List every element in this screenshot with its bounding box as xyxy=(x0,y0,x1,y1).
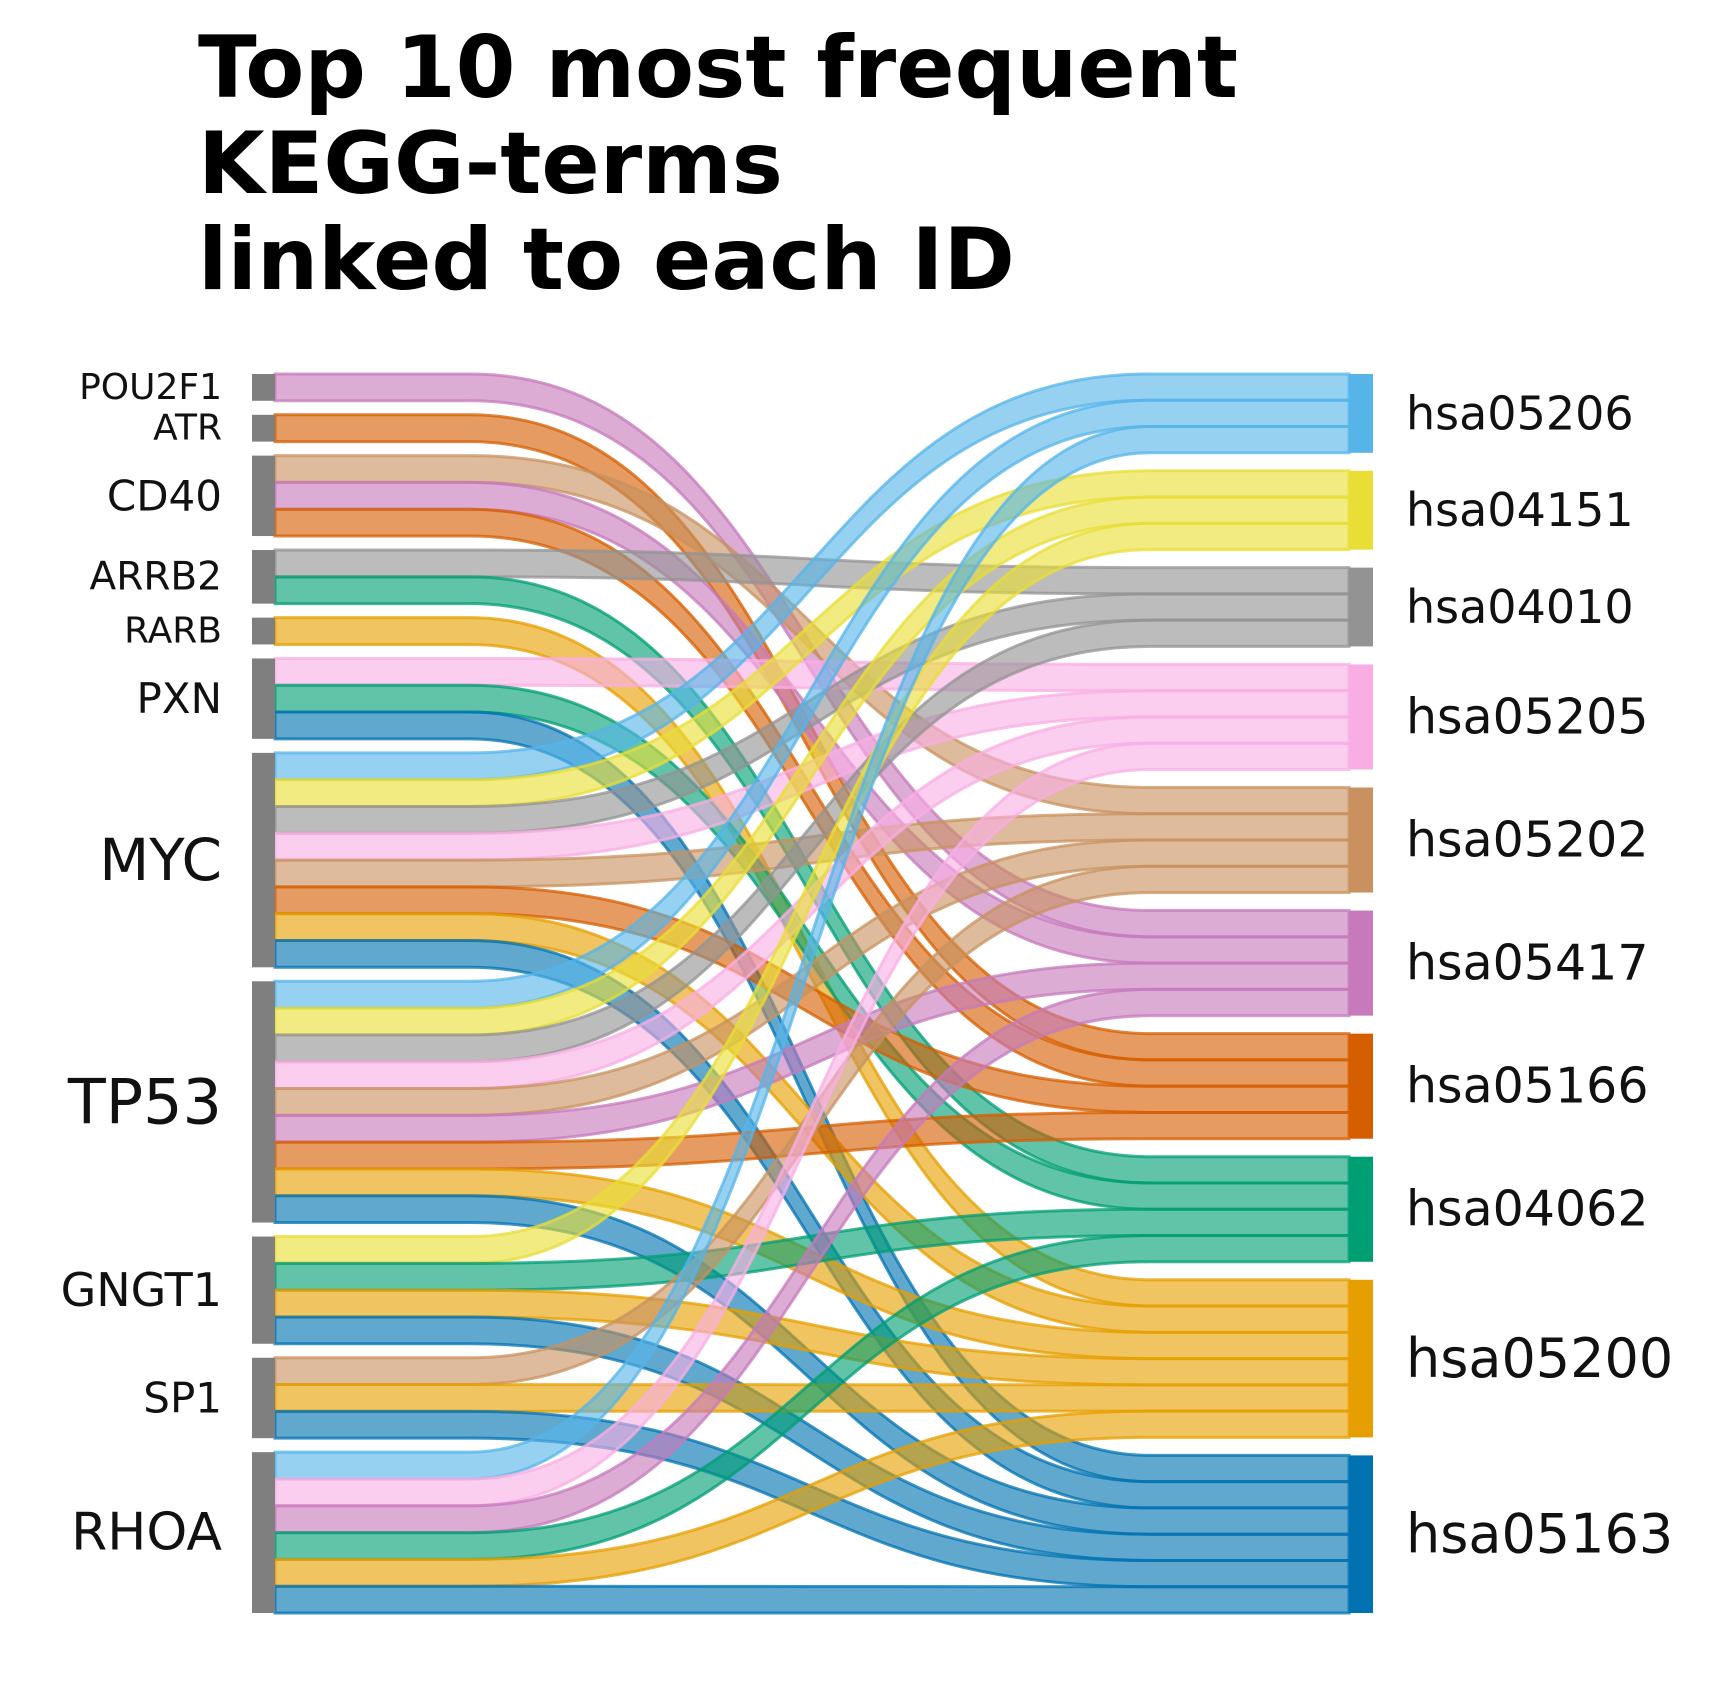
source-label-cd40: CD40 xyxy=(107,471,222,520)
link-tp53-hsa05166 xyxy=(273,1110,1351,1171)
link-gngt1-hsa04151 xyxy=(273,521,1351,1265)
source-label-arrb2: ARRB2 xyxy=(90,554,222,599)
source-label-sp1: SP1 xyxy=(143,1373,222,1422)
title-line-1: Top 10 most frequent xyxy=(198,18,1238,118)
link-tp53-hsa04010 xyxy=(273,618,1351,1064)
link-rhoa-hsa05205 xyxy=(273,741,1351,1508)
source-node-atr xyxy=(252,414,275,442)
target-label-hsa05205: hsa05205 xyxy=(1406,688,1649,745)
link-rhoa-hsa05163 xyxy=(273,1584,1351,1615)
source-label-rarb: RARB xyxy=(124,611,222,652)
source-node-sp1 xyxy=(252,1357,275,1439)
source-label-atr: ATR xyxy=(153,408,222,449)
source-node-rhoa xyxy=(252,1452,275,1613)
source-node-myc xyxy=(252,752,275,968)
source-node-arrb2 xyxy=(252,550,275,604)
target-label-hsa05202: hsa05202 xyxy=(1406,812,1649,869)
source-node-rarb xyxy=(252,617,275,645)
source-node-pxn xyxy=(252,658,275,739)
source-label-pxn: PXN xyxy=(136,674,222,723)
link-rhoa-hsa05206 xyxy=(273,425,1351,1481)
source-node-tp53 xyxy=(252,981,275,1223)
link-ribbons xyxy=(273,372,1351,1615)
target-label-hsa04010: hsa04010 xyxy=(1406,580,1634,634)
title-line-2: KEGG-terms xyxy=(198,114,783,214)
target-label-hsa05200: hsa05200 xyxy=(1406,1327,1673,1390)
target-label-hsa05206: hsa05206 xyxy=(1406,386,1634,440)
chart-title: Top 10 most frequent KEGG-terms linked t… xyxy=(198,18,1238,310)
title-line-3: linked to each ID xyxy=(198,210,1015,310)
target-node-hsa04010 xyxy=(1349,567,1373,647)
target-node-hsa05206 xyxy=(1349,374,1373,453)
target-label-hsa05166: hsa05166 xyxy=(1406,1058,1649,1115)
source-label-pou2f1: POU2F1 xyxy=(79,367,222,408)
target-node-hsa05202 xyxy=(1349,787,1373,893)
target-node-hsa04151 xyxy=(1349,470,1373,550)
target-label-hsa04062: hsa04062 xyxy=(1406,1181,1649,1238)
target-node-hsa05166 xyxy=(1349,1033,1373,1139)
source-label-gngt1: GNGT1 xyxy=(61,1263,222,1317)
target-node-hsa05163 xyxy=(1349,1455,1373,1613)
source-node-pou2f1 xyxy=(252,374,275,401)
target-node-hsa05200 xyxy=(1349,1279,1373,1438)
target-node-hsa05417 xyxy=(1349,910,1373,1016)
source-label-tp53: TP53 xyxy=(67,1065,222,1138)
source-node-cd40 xyxy=(252,455,275,537)
target-label-hsa04151: hsa04151 xyxy=(1406,483,1634,537)
source-node-gngt1 xyxy=(252,1236,275,1344)
target-nodes: hsa05206 hsa04151 hsa04010 hsa05205 hsa05202… xyxy=(1349,374,1673,1613)
source-label-rhoa: RHOA xyxy=(71,1503,222,1563)
target-node-hsa05205 xyxy=(1349,664,1373,770)
source-label-myc: MYC xyxy=(99,826,222,894)
target-label-hsa05417: hsa05417 xyxy=(1406,935,1649,992)
target-node-hsa04062 xyxy=(1349,1156,1373,1262)
target-label-hsa05163: hsa05163 xyxy=(1406,1503,1673,1566)
